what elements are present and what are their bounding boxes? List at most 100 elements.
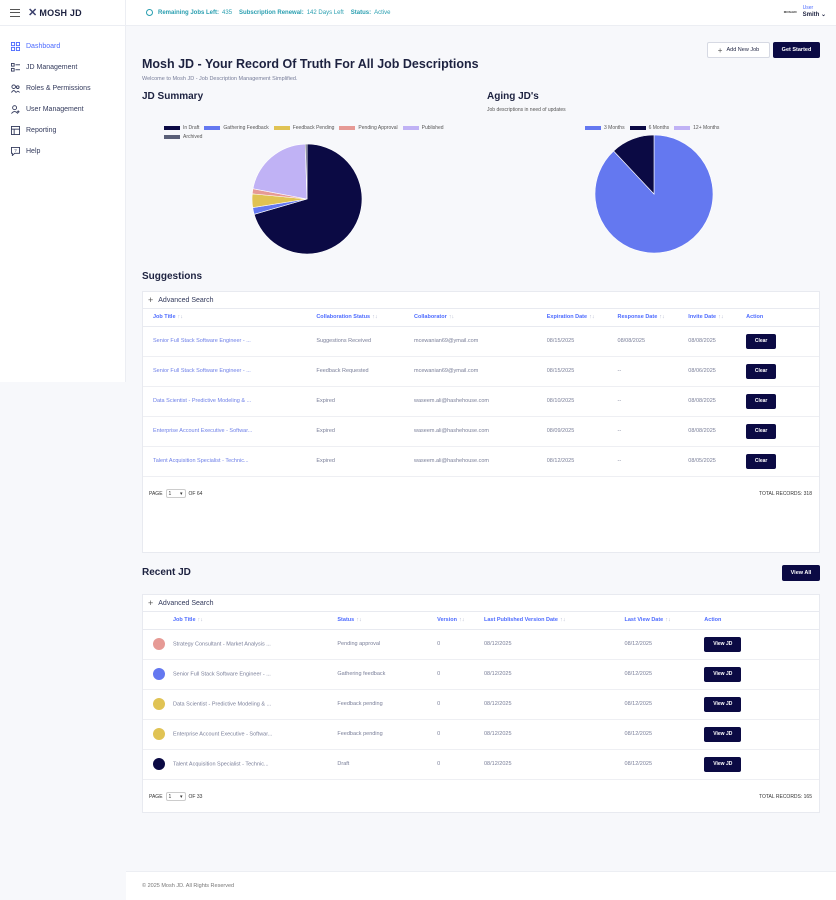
sort-icon[interactable]: ↑↓ xyxy=(559,617,566,624)
sort-icon[interactable]: ↑↓ xyxy=(448,314,455,321)
collaboration-status: Suggestions Received xyxy=(316,338,372,344)
job-title-link[interactable]: Senior Full Stack Software Engineer - ..… xyxy=(153,338,251,344)
legend-item[interactable]: 6 Months xyxy=(629,125,670,131)
expiration-date: 08/15/2025 xyxy=(546,368,575,374)
view-jd-button[interactable]: View JD xyxy=(704,756,742,772)
column-header[interactable]: Action xyxy=(746,309,819,327)
legend-label: Pending Approval xyxy=(358,125,398,131)
sidebar-item-user-management[interactable]: User Management xyxy=(0,99,125,120)
sort-icon[interactable]: ↑↓ xyxy=(177,314,184,321)
column-header[interactable]: Collaborator ↑↓ xyxy=(414,309,547,327)
legend-item[interactable]: Feedback Pending xyxy=(273,125,334,131)
view-jd-button[interactable]: View JD xyxy=(704,726,742,742)
sidebar-item-reporting[interactable]: Reporting xyxy=(0,120,125,141)
sidebar-item-dashboard[interactable]: Dashboard xyxy=(0,36,125,57)
list-icon xyxy=(11,63,20,72)
jd-version: 0 xyxy=(437,761,441,767)
sort-icon[interactable]: ↑↓ xyxy=(589,314,595,321)
sort-icon[interactable]: ↑↓ xyxy=(659,314,665,321)
clear-button[interactable]: Clear xyxy=(746,363,777,379)
expiration-date: 08/09/2025 xyxy=(546,428,575,434)
user-menu[interactable]: MOSHJD User Smith ⌄ xyxy=(784,5,826,18)
logo[interactable]: ✕ MOSH JD xyxy=(28,7,82,19)
get-started-button[interactable]: Get Started xyxy=(773,42,820,58)
jd-status: Gathering feedback xyxy=(337,671,386,677)
sidebar-item-jd-management[interactable]: JD Management xyxy=(0,57,125,78)
pie-slice-in-draft[interactable] xyxy=(253,144,362,254)
job-title-link[interactable]: Enterprise Account Executive - Softwar..… xyxy=(153,428,253,434)
sidebar-item-roles-permissions[interactable]: Roles & Permissions xyxy=(0,78,125,99)
sidebar-item-help[interactable]: ? Help xyxy=(0,141,125,162)
sort-icon[interactable]: ↑↓ xyxy=(197,617,204,624)
column-header[interactable]: Invite Date ↑↓ xyxy=(688,309,747,327)
recent-jd-table: Job Title ↑↓ Status ↑↓ Version ↑↓ Last Publish… xyxy=(143,612,819,780)
job-title-link[interactable]: Data Scientist - Predictive Modeling & .… xyxy=(153,398,252,404)
collaborator-email: mcewanian69@ymail.com xyxy=(414,368,479,374)
sidebar-item-label: Reporting xyxy=(26,127,57,134)
legend-item[interactable]: Published xyxy=(402,125,444,131)
sidebar: ✕ MOSH JD Dashboard JD Management Roles & … xyxy=(0,0,126,382)
legend-label: 6 Months xyxy=(648,125,670,131)
page-subtitle: Welcome to Mosh JD - Job Description Man… xyxy=(142,76,298,82)
legend-label: 12+ Months xyxy=(693,125,720,131)
column-header[interactable]: Version ↑↓ xyxy=(437,612,484,630)
pie-slice-published[interactable] xyxy=(252,144,308,200)
avatar: MOSHJD xyxy=(783,9,797,14)
job-title-link[interactable]: Talent Acquisition Specialist - Technic.… xyxy=(153,458,249,464)
column-header[interactable]: Collaboration Status ↑↓ xyxy=(316,309,415,327)
job-title-link[interactable]: Enterprise Account Executive - Softwar..… xyxy=(173,731,273,738)
jd-version: 0 xyxy=(437,641,441,647)
column-header[interactable]: Last View Date ↑↓ xyxy=(624,612,705,630)
job-title-link[interactable]: Strategy Consultant - Market Analysis ..… xyxy=(173,641,271,648)
legend-swatch xyxy=(674,126,691,130)
advanced-search-toggle[interactable]: + Advanced Search xyxy=(143,292,819,309)
pie-slice-6-months[interactable] xyxy=(613,135,655,195)
table-row: Enterprise Account Executive - Softwar..… xyxy=(143,416,819,447)
job-title-link[interactable]: Senior Full Stack Software Engineer - ..… xyxy=(153,368,251,374)
last-published-date: 08/12/2025 xyxy=(483,731,512,737)
job-title-link[interactable]: Talent Acquisition Specialist - Technic.… xyxy=(173,761,269,768)
legend-item[interactable]: 12+ Months xyxy=(674,125,719,131)
view-jd-button[interactable]: View JD xyxy=(704,636,742,652)
column-header[interactable]: Action xyxy=(704,612,819,630)
sort-icon[interactable]: ↑↓ xyxy=(372,314,378,321)
sort-icon[interactable]: ↑↓ xyxy=(665,617,671,624)
pie-slice-archived[interactable] xyxy=(304,144,308,200)
view-jd-button[interactable]: View JD xyxy=(704,696,742,712)
column-header[interactable]: Response Date ↑↓ xyxy=(617,309,689,327)
sort-icon[interactable]: ↑↓ xyxy=(356,617,362,624)
legend-item[interactable]: Pending Approval xyxy=(339,125,398,131)
collaboration-status: Expired xyxy=(316,398,335,404)
legend-item[interactable]: 3 Months xyxy=(585,125,625,131)
job-title-link[interactable]: Data Scientist - Predictive Modeling & .… xyxy=(173,701,272,708)
column-header[interactable]: Last Published Version Date ↑↓ xyxy=(483,612,625,630)
menu-toggle-icon[interactable] xyxy=(10,8,20,17)
sort-icon[interactable]: ↑↓ xyxy=(458,617,465,624)
aging-pie-chart xyxy=(595,135,713,253)
last-published-date: 08/12/2025 xyxy=(483,671,512,677)
page-title: Mosh JD - Your Record Of Truth For All J… xyxy=(142,57,479,71)
clear-button[interactable]: Clear xyxy=(746,423,777,439)
response-date: -- xyxy=(617,458,622,464)
advanced-search-toggle[interactable]: + Advanced Search xyxy=(143,595,819,612)
view-jd-button[interactable]: View JD xyxy=(704,666,742,682)
legend-item[interactable]: Archived xyxy=(164,134,202,140)
column-header[interactable]: Job Title ↑↓ xyxy=(143,309,317,327)
job-title-link[interactable]: Senior Full Stack Software Engineer - ..… xyxy=(173,671,271,678)
column-header[interactable]: Job Title ↑↓ xyxy=(143,612,338,630)
jd-summary-pie-chart xyxy=(252,144,362,254)
sort-icon[interactable]: ↑↓ xyxy=(718,314,724,321)
sidebar-item-label: JD Management xyxy=(26,64,78,71)
column-header[interactable]: Expiration Date ↑↓ xyxy=(546,309,618,327)
table-row: Senior Full Stack Software Engineer - ..… xyxy=(143,326,819,357)
legend-item[interactable]: In Draft xyxy=(164,125,199,131)
column-header[interactable]: Status ↑↓ xyxy=(337,612,438,630)
page-select[interactable]: 1 ▾ xyxy=(165,489,186,498)
page-select[interactable]: 1 ▾ xyxy=(165,792,186,801)
clear-button[interactable]: Clear xyxy=(746,453,777,469)
clear-button[interactable]: Clear xyxy=(746,393,777,409)
add-new-job-button[interactable]: + Add New Job xyxy=(707,42,770,58)
view-all-button[interactable]: View All xyxy=(782,565,820,581)
clear-button[interactable]: Clear xyxy=(746,333,777,349)
legend-item[interactable]: Gathering Feedback xyxy=(204,125,269,131)
